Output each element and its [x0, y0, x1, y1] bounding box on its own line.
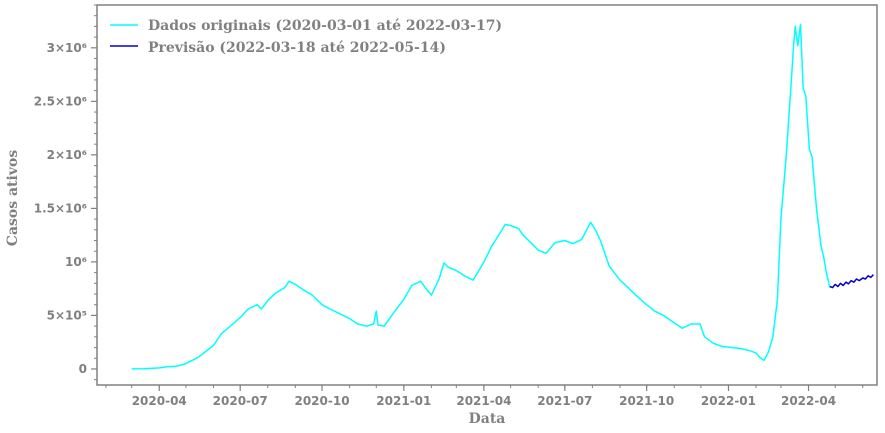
plot-frame — [96, 4, 878, 386]
legend-label-forecast: Previsão (2022-03-18 até 2022-05-14) — [148, 39, 446, 56]
y-tick-label: 2×10⁶ — [47, 148, 87, 162]
x-tick-label: 2021-07 — [537, 394, 592, 408]
y-tick-label: 10⁶ — [65, 255, 87, 269]
y-tick-label: 5×10⁵ — [47, 308, 87, 322]
x-tick-label: 2021-04 — [456, 394, 511, 408]
x-tick-label: 2020-07 — [213, 394, 268, 408]
x-tick-label: 2022-01 — [701, 394, 756, 408]
y-tick-label: 0 — [79, 362, 87, 376]
series-line-0 — [131, 23, 831, 370]
legend-label-original: Dados originais (2020-03-01 até 2022-03-… — [148, 18, 502, 34]
y-tick-label: 3×10⁶ — [47, 41, 87, 55]
series-line-1 — [829, 274, 874, 289]
x-tick-label: 2021-01 — [376, 394, 431, 408]
series-group — [131, 23, 874, 370]
y-tick-label: 1.5×10⁶ — [34, 201, 87, 215]
x-tick-label: 2020-04 — [132, 394, 187, 408]
x-tick-label: 2021-10 — [619, 394, 674, 408]
axis-ticks: 2020-04 2020-07 2020-10 2021-01 2021-04 2021-… — [34, 4, 864, 408]
x-tick-label: 2022-04 — [781, 394, 836, 408]
x-axis-title: Data — [469, 411, 506, 427]
y-axis-title: Casos ativos — [5, 150, 21, 247]
legend: Dados originais (2020-03-01 até 2022-03-… — [110, 18, 502, 56]
y-tick-label: 2.5×10⁶ — [34, 94, 87, 108]
x-tick-label: 2020-10 — [294, 394, 349, 408]
